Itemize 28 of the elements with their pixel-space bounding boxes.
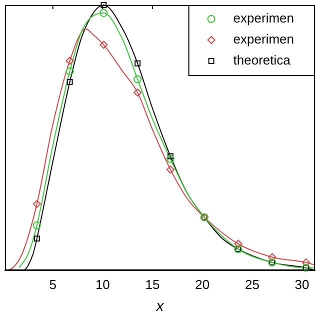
point [134,75,142,84]
x-tick-label: 25 [244,276,260,292]
point [32,200,41,208]
point [66,56,74,65]
point [166,154,174,163]
point [302,258,310,266]
legend-label: experimen [233,10,294,26]
point [34,236,40,242]
legend-label: experimen [233,32,294,47]
point [166,166,174,174]
point [66,78,73,85]
point [268,253,276,262]
x-axis-title: x [155,298,164,316]
point [100,40,108,49]
point [100,2,107,8]
x-tick-label: 15 [145,276,160,292]
legend-label: theoretica [233,52,292,68]
point [167,153,174,160]
point [32,221,41,230]
point [134,60,141,66]
point [66,67,74,76]
point [100,8,108,17]
point [234,240,242,248]
x-tick-label: 10 [95,276,110,292]
x-tick-label: 30 [294,276,310,292]
point [134,88,142,97]
x-tick-label: 20 [195,276,210,292]
x-tick-label: 5 [49,276,56,292]
